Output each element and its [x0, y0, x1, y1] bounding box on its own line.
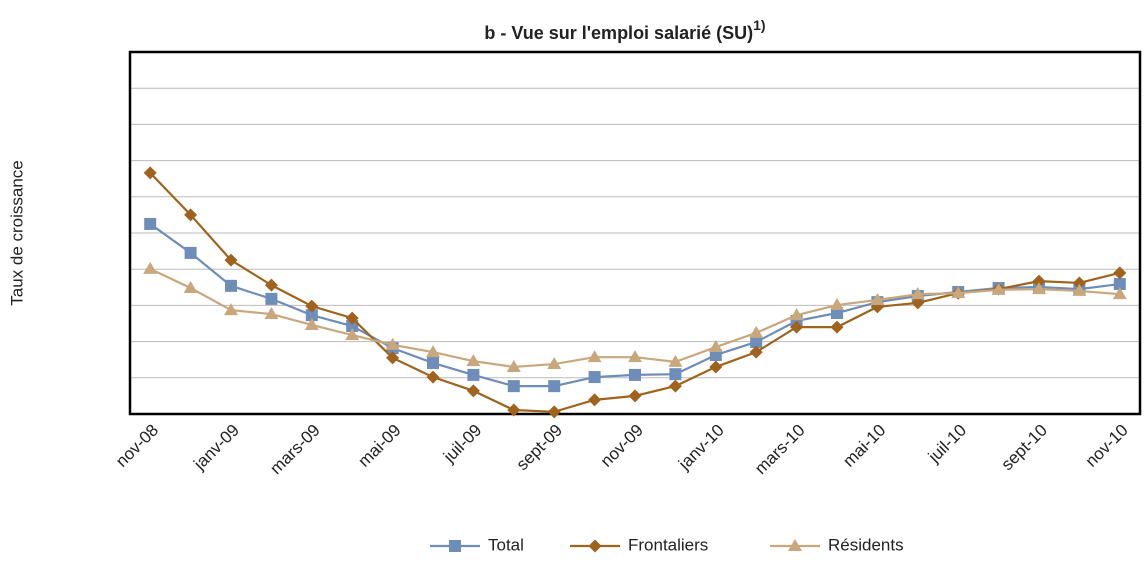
y-axis-label: Taux de croissance [7, 160, 26, 306]
x-tick-label: janv-10 [674, 421, 728, 475]
marker [345, 311, 359, 325]
marker [466, 354, 481, 367]
legend-label: Frontaliers [628, 535, 708, 554]
marker [629, 368, 641, 381]
x-tick-label: juil-10 [924, 421, 970, 467]
marker [991, 282, 1006, 295]
marker [790, 320, 804, 334]
marker [1113, 266, 1127, 280]
marker [143, 261, 158, 274]
x-tick-label: janv-09 [189, 421, 243, 475]
x-tick-label: mars-10 [751, 421, 809, 479]
x-tick-label: mars-09 [266, 421, 324, 479]
marker [1072, 276, 1086, 290]
marker [507, 380, 520, 393]
marker [426, 345, 440, 358]
marker [467, 368, 480, 381]
marker [547, 405, 561, 419]
marker [265, 292, 278, 305]
marker [449, 540, 461, 552]
x-tick-label: nov-08 [112, 421, 162, 471]
marker [910, 287, 925, 300]
marker [224, 253, 238, 267]
marker [628, 389, 642, 403]
marker [264, 278, 278, 292]
marker [588, 393, 602, 407]
marker [588, 539, 602, 553]
plot-frame [128, 50, 1142, 416]
marker [830, 320, 844, 334]
marker [506, 359, 521, 372]
marker [1032, 274, 1046, 288]
x-tick-label: mai-10 [839, 421, 889, 471]
marker [184, 208, 198, 222]
marker [184, 246, 197, 259]
marker [466, 384, 480, 398]
marker [548, 380, 561, 393]
marker [709, 360, 723, 374]
title-text: b - Vue sur l'emploi salarié (SU) [484, 23, 753, 43]
marker [346, 320, 359, 333]
marker [1113, 278, 1126, 291]
marker [668, 379, 682, 393]
marker [385, 337, 400, 350]
legend-label: Total [488, 535, 524, 554]
marker [345, 328, 360, 341]
marker [588, 371, 601, 384]
marker [830, 298, 844, 311]
marker [870, 292, 885, 305]
marker [547, 357, 562, 370]
marker [224, 303, 238, 316]
marker [507, 403, 521, 417]
marker [587, 350, 602, 363]
series [143, 261, 1127, 372]
marker [183, 281, 198, 294]
x-tick-label: juil-09 [439, 421, 485, 467]
marker [264, 307, 279, 320]
marker [669, 368, 682, 381]
marker [708, 340, 723, 353]
title-note: 1) [753, 17, 765, 33]
marker [788, 539, 802, 551]
x-tick-label: sept-09 [513, 421, 567, 475]
marker [305, 309, 318, 322]
series [143, 166, 1127, 419]
marker [1032, 282, 1046, 295]
x-tick-label: nov-10 [1082, 421, 1132, 471]
x-tick-label: sept-10 [997, 421, 1051, 475]
marker [749, 345, 763, 359]
marker [225, 279, 237, 292]
marker [1072, 283, 1087, 296]
marker [911, 296, 925, 310]
x-tick-label: nov-09 [597, 421, 647, 471]
marker [386, 351, 400, 365]
marker [628, 350, 642, 363]
marker [427, 356, 439, 369]
marker [749, 325, 764, 338]
marker [426, 370, 440, 384]
chart-title: b - Vue sur l'emploi salarié (SU)1) [484, 17, 765, 43]
marker [143, 166, 157, 180]
marker [951, 286, 966, 299]
marker [1112, 287, 1127, 300]
marker [750, 335, 763, 348]
marker [668, 354, 683, 367]
legend-label: Résidents [828, 535, 904, 554]
marker [304, 317, 319, 330]
marker [144, 217, 157, 230]
marker [789, 308, 804, 321]
marker [305, 299, 319, 313]
x-tick-label: mai-09 [354, 421, 404, 471]
